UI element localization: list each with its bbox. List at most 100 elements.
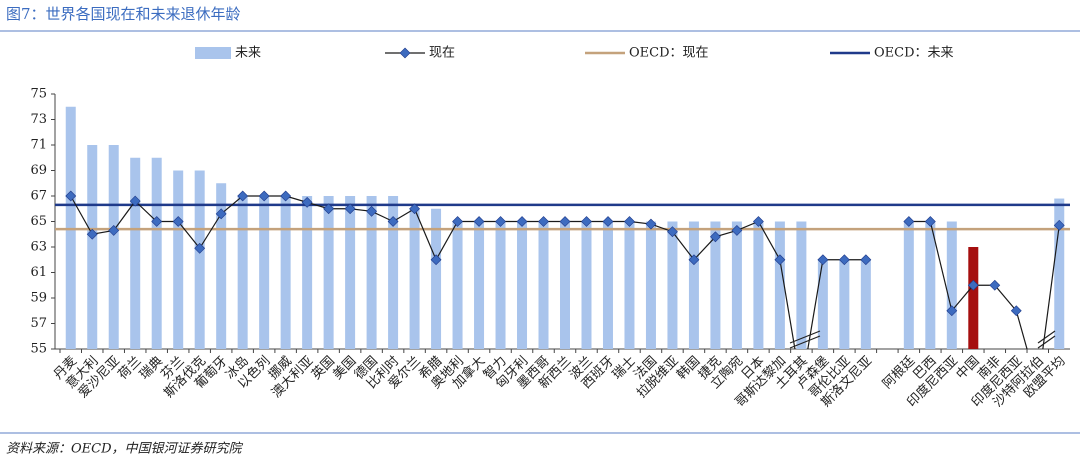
bar [259,196,270,349]
bar [151,157,162,349]
bar [517,221,528,349]
bar [796,221,807,349]
break-mark [1037,330,1056,344]
bar [602,221,613,349]
marker [838,254,850,266]
source: 资料来源：OECD，中国银河证券研究院 [6,441,244,457]
plot-area [55,106,1070,349]
y-tick-label: 55 [30,342,47,357]
marker [473,216,485,227]
bar [237,196,248,349]
bar [560,221,570,349]
marker [946,305,958,317]
bar [302,196,313,349]
bar [280,196,291,349]
bar [946,221,957,349]
marker [387,216,399,227]
marker [151,216,163,227]
bar [839,259,850,349]
marker [215,208,227,220]
y-tick-label: 63 [30,240,47,255]
bar [731,221,742,349]
marker [237,190,249,202]
marker [624,216,635,227]
axis-breaks [789,330,1056,349]
break-mark [1037,335,1056,349]
marker [581,216,592,227]
bar [710,221,721,349]
marker [452,216,463,227]
marker [258,190,270,202]
bar [624,221,635,349]
marker [323,203,335,215]
marker [860,254,872,266]
y-tick-label: 59 [30,291,47,306]
marker [86,228,98,240]
bar [366,196,377,349]
bar [925,221,936,349]
bar [474,221,485,349]
legend-label: OECD：现在 [629,46,709,61]
marker [688,254,700,266]
marker [710,231,721,243]
y-tick-label: 71 [30,138,47,153]
y-tick-label: 67 [30,189,47,204]
marker [65,190,77,202]
marker [559,216,571,227]
break-mark [789,335,821,349]
bar [194,170,205,349]
y-tick-label: 69 [30,163,47,178]
bar [87,145,98,349]
bar [667,221,678,349]
marker [924,216,936,227]
marker [430,254,442,266]
bar [431,208,442,349]
bar [903,221,914,349]
bar [753,221,764,349]
bar [108,145,119,349]
bar [173,170,184,349]
bar [216,183,227,349]
legend-label: OECD：未来 [874,46,954,61]
marker [538,216,549,227]
marker [667,226,678,238]
marker [774,254,786,266]
marker [645,218,657,230]
bar [860,259,871,349]
bar [774,221,785,349]
break-mark [789,330,821,344]
bar [495,221,506,349]
bar [581,221,592,349]
bar [817,259,828,349]
marker [301,196,313,208]
bar [409,208,420,349]
legend-label: 未来 [235,46,261,61]
bar [538,221,549,349]
bar [323,196,334,349]
marker [280,190,292,202]
marker [817,254,829,266]
legend-label: 现在 [429,46,455,61]
marker [752,216,764,227]
marker [731,225,743,236]
bar [1054,198,1065,349]
legend-swatch [195,47,231,59]
y-tick-label: 57 [30,316,47,331]
marker [1053,219,1065,231]
marker [516,216,528,227]
y-tick-label: 65 [30,214,47,229]
bar [645,221,656,349]
marker [366,205,378,217]
bar [345,196,356,349]
marker [602,216,614,227]
bar [452,221,463,349]
legend-marker [399,47,411,59]
marker [989,279,1001,291]
chart-title: 图7：世界各国现在和未来退休年龄 [6,5,241,23]
marker [1010,305,1022,317]
marker [344,203,356,215]
bar [688,221,699,349]
marker [409,203,420,215]
marker [194,242,206,254]
